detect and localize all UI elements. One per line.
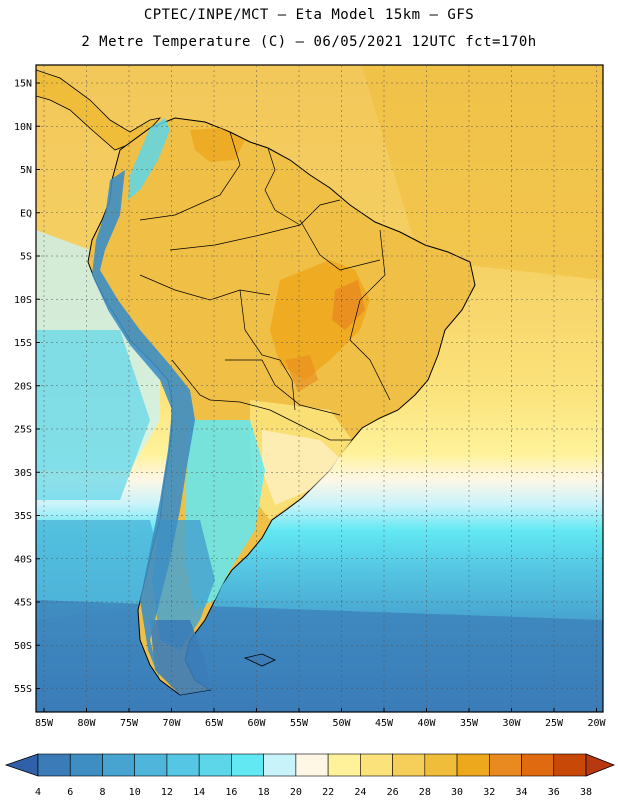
lon-label: 85W — [35, 718, 54, 729]
country-borders — [139, 131, 391, 441]
longitude-labels: 85W 80W 75W 70W 65W 60W 55W 50W 45W 40W 35W 30W 25W 2… — [35, 708, 607, 729]
lat-label: 15S — [14, 338, 32, 349]
colorbar-tick-label: 28 — [419, 787, 431, 798]
colorbar-tick-label: 32 — [483, 787, 495, 798]
colorbar-tick-label: 38 — [580, 787, 592, 798]
colorbar-tick-label: 26 — [387, 787, 399, 798]
colorbar-tick-label: 4 — [35, 787, 41, 798]
atlantic-warm-zone — [361, 65, 603, 280]
lat-label: 35S — [14, 511, 32, 522]
lon-label: 30W — [502, 718, 521, 729]
lon-label: 20W — [587, 718, 606, 729]
lon-label: 65W — [205, 718, 224, 729]
colorbar-segment — [134, 753, 168, 777]
lon-label: 50W — [332, 718, 351, 729]
colorbar-high-arrow — [585, 753, 616, 777]
lat-label: 55S — [14, 684, 32, 695]
colorbar-tick-label: 36 — [548, 787, 560, 798]
colorbar-tick-label: 10 — [129, 787, 141, 798]
colorbar-tick-label: 18 — [258, 787, 270, 798]
lat-label: 50S — [14, 641, 32, 652]
colorbar-segment — [392, 753, 426, 777]
lon-label: 55W — [290, 718, 309, 729]
lat-label: 25S — [14, 425, 32, 436]
colorbar-segment — [424, 753, 458, 777]
latitude-labels: 15N 10N 5N EQ 5S 10S 15S 20S 25S 30S 35S 40S 45S 50S 5… — [14, 79, 40, 695]
southern-pacific-zone — [36, 520, 170, 620]
colorbar — [4, 753, 616, 777]
colorbar-segment — [69, 753, 103, 777]
northern-andes — [128, 118, 170, 200]
colorbar-segment — [231, 753, 264, 777]
lat-label: 5N — [20, 165, 32, 176]
lat-label: 30S — [14, 468, 32, 479]
lat-label: 5S — [20, 252, 32, 263]
colorbar-tick-label: 12 — [161, 787, 173, 798]
colorbar-segment — [360, 753, 393, 777]
title-line-2: 2 Metre Temperature (C) – 06/05/2021 12U… — [81, 34, 537, 50]
andes-ridge — [92, 170, 195, 680]
colorbar-tick-label: 20 — [290, 787, 302, 798]
colorbar-tick-label: 34 — [516, 787, 528, 798]
lon-label: 75W — [120, 718, 139, 729]
colorbar-tick-label: 22 — [322, 787, 334, 798]
colorbar-tick-label: 16 — [225, 787, 237, 798]
lat-label: 10N — [14, 122, 32, 133]
colorbar-low-arrow — [4, 753, 39, 777]
colorbar-tick-label: 6 — [67, 787, 73, 798]
colorbar-tick-label: 8 — [99, 787, 105, 798]
hottest-zone — [332, 280, 365, 330]
tierra-del-fuego-zone — [150, 620, 210, 695]
colorbar-segment — [488, 753, 522, 777]
lon-label: 25W — [545, 718, 564, 729]
lat-label: 10S — [14, 295, 32, 306]
lon-label: 45W — [375, 718, 394, 729]
lon-label: 80W — [77, 718, 96, 729]
colorbar-segment — [166, 753, 200, 777]
colorbar-tick-label: 14 — [193, 787, 205, 798]
lon-label: 60W — [247, 718, 266, 729]
colorbar-segment — [327, 753, 361, 777]
colorbar-segment — [553, 753, 587, 777]
lat-label: 40S — [14, 554, 32, 565]
colorbar-segment — [521, 753, 555, 777]
lat-label: 20S — [14, 381, 32, 392]
lat-label: 45S — [14, 598, 32, 609]
pacific-cold-zone — [36, 330, 150, 500]
colorbar-tick-label: 30 — [451, 787, 463, 798]
lon-label: 40W — [417, 718, 436, 729]
pampas-mild-zone — [262, 430, 342, 505]
lat-label: 15N — [14, 79, 32, 90]
colorbar-segment — [102, 753, 136, 777]
colorbar-segment — [456, 753, 490, 777]
lat-label: EQ — [20, 208, 32, 219]
hot-zone-south — [285, 355, 318, 392]
colorbar-segment — [263, 753, 297, 777]
colorbar-segment — [37, 753, 71, 777]
colorbar-ticks: 4 6 8 10 12 14 16 18 20 22 24 26 28 30 32 34 36 38 — [35, 787, 592, 798]
map-frame — [35, 64, 604, 713]
title-line-1: CPTEC/INPE/MCT – Eta Model 15km – GFS — [143, 7, 475, 23]
colorbar-segment — [198, 753, 232, 777]
colorbar-tick-label: 24 — [354, 787, 366, 798]
colorbar-segment — [295, 753, 329, 777]
lon-label: 35W — [460, 718, 479, 729]
lon-label: 70W — [162, 718, 181, 729]
